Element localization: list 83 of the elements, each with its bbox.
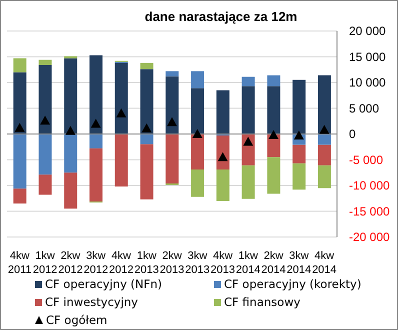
bar <box>191 88 204 134</box>
point <box>319 124 330 134</box>
bar <box>140 69 154 134</box>
x-tick-label: 2kw 2012 <box>58 250 83 276</box>
x-tick-label: 3kw 2012 <box>84 250 108 276</box>
y-tick-label: -5 000 <box>349 152 384 167</box>
bar <box>13 188 26 204</box>
point <box>116 108 126 118</box>
bar <box>90 55 102 134</box>
bar <box>191 170 204 197</box>
bar <box>38 60 52 65</box>
x-tick-label: 3kw 2013 <box>185 250 210 276</box>
bar <box>318 75 331 134</box>
x-tick-label: 1kw 2012 <box>32 250 58 276</box>
bar <box>318 134 331 145</box>
bar <box>90 134 102 148</box>
bar <box>216 170 230 201</box>
y-tick-label: -10 000 <box>349 178 390 192</box>
point <box>192 129 202 138</box>
bar <box>267 75 280 86</box>
bar <box>216 90 230 134</box>
bar <box>166 76 179 134</box>
bar <box>318 144 331 166</box>
x-tick-label: 4kw 2013 <box>210 250 236 276</box>
legend-label: CF finansowy <box>224 295 300 309</box>
y-tick-label: -15 000 <box>349 204 390 218</box>
bar <box>38 134 52 175</box>
bar <box>166 71 179 76</box>
bar <box>64 172 78 209</box>
bar <box>140 134 154 144</box>
bar <box>13 134 26 189</box>
y-tick-label: 15 000 <box>349 50 386 64</box>
bar <box>292 144 306 164</box>
bar <box>292 163 306 190</box>
point <box>294 130 304 140</box>
x-tick-label: 2kw 2014 <box>261 250 286 276</box>
bar <box>267 157 280 194</box>
x-tick-label: 4kw 2011 <box>8 250 32 276</box>
point <box>14 122 25 132</box>
bar <box>114 134 128 187</box>
x-tick-label: 1kw 2013 <box>134 250 159 276</box>
point <box>243 136 254 146</box>
bar <box>216 136 230 170</box>
bar <box>267 86 280 134</box>
bar <box>292 80 306 134</box>
bar <box>114 62 128 134</box>
legend-label: CF ogółem <box>46 313 108 327</box>
x-tick-label: 2kw 2013 <box>160 250 184 276</box>
y-tick-label: -20 000 <box>349 230 390 244</box>
point <box>90 118 101 128</box>
y-tick-label: 10 000 <box>349 76 386 90</box>
bar <box>13 72 26 134</box>
x-tick-label: 1kw 2014 <box>236 250 260 276</box>
point <box>167 117 177 126</box>
bar <box>191 71 204 88</box>
point <box>40 116 50 125</box>
chart-title: dane narastające za 12m <box>144 9 298 24</box>
point <box>142 123 152 132</box>
point <box>268 130 279 140</box>
bar <box>166 134 179 184</box>
legend-label: CF operacyjny (NFn) <box>45 277 162 291</box>
x-tick-label: 4kw 2014 <box>312 250 337 276</box>
y-tick-label: 20 000 <box>349 24 386 38</box>
bar <box>242 76 255 86</box>
bar <box>191 134 204 170</box>
legend-label: CF inwestycyjny <box>45 295 138 309</box>
bar <box>140 144 154 200</box>
bar <box>140 62 154 70</box>
bar <box>64 58 78 134</box>
y-tick-label: 0 <box>349 127 356 141</box>
y-tick-label: 5 000 <box>349 101 380 116</box>
bar <box>38 64 52 134</box>
bar <box>242 165 255 199</box>
x-tick-label: 4kw 2012 <box>108 250 134 276</box>
bar <box>13 58 26 72</box>
bar <box>318 165 331 188</box>
point <box>65 126 76 135</box>
bar <box>38 174 52 195</box>
legend-label: CF operacyjny (korekty) <box>224 277 362 291</box>
bar <box>64 134 78 173</box>
x-tick-label: 3kw 2014 <box>286 250 312 276</box>
bar <box>242 86 255 134</box>
bar <box>90 148 102 202</box>
